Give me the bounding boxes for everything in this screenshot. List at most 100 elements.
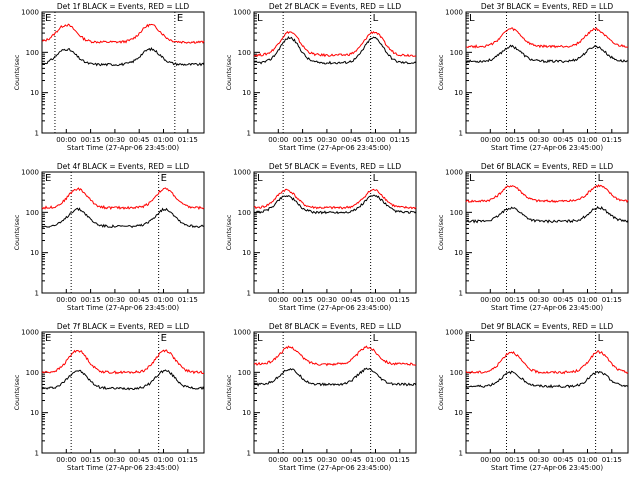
y-tick-label: 1000 <box>233 329 251 337</box>
x-axis-label: Start Time (27-Apr-06 23:45:00) <box>279 144 391 152</box>
x-tick-label: 00:15 <box>81 136 101 144</box>
lld-rate-line <box>466 27 629 49</box>
y-tick-label: 1 <box>247 450 251 458</box>
y-tick-label: 1 <box>459 290 463 298</box>
x-tick-label: 01:15 <box>178 456 198 464</box>
y-tick-label: 100 <box>450 369 463 377</box>
x-tick-label: 01:15 <box>178 136 198 144</box>
events-rate-line <box>465 205 629 224</box>
time-marker-label: L <box>469 333 475 344</box>
lld-rate-line <box>465 184 629 204</box>
y-tick-label: 1 <box>247 290 251 298</box>
panel-det-6: Det 6f BLACK = Events, RED = LLD 1 10 100 10… <box>437 162 629 312</box>
y-axis-label: Counts/sec <box>13 214 21 250</box>
time-marker-label: L <box>373 173 379 184</box>
panel-title: Det 6f BLACK = Events, RED = LLD <box>481 162 614 171</box>
plot-frame <box>253 11 417 134</box>
y-tick-label: 100 <box>238 49 251 57</box>
y-tick-label: 1000 <box>445 9 463 17</box>
x-tick-label: 00:15 <box>293 296 313 304</box>
time-marker-label: L <box>598 333 604 344</box>
x-tick-label: 00:15 <box>81 296 101 304</box>
y-tick-label: 1000 <box>233 9 251 17</box>
y-axis-label: Counts/sec <box>225 54 233 90</box>
events-rate-line <box>41 207 205 229</box>
time-marker-label: L <box>257 13 263 24</box>
events-rate-line <box>41 47 205 67</box>
x-tick-label: 01:15 <box>602 136 622 144</box>
x-tick-label: 00:45 <box>341 136 361 144</box>
x-tick-label: 00:30 <box>105 296 125 304</box>
x-tick-label: 00:00 <box>480 456 500 464</box>
x-tick-label: 00:00 <box>480 296 500 304</box>
panel-title: Det 7f BLACK = Events, RED = LLD <box>57 322 190 331</box>
x-axis-label: Start Time (27-Apr-06 23:45:00) <box>491 464 603 472</box>
x-tick-label: 01:00 <box>153 456 173 464</box>
x-tick-label: 01:00 <box>577 296 597 304</box>
time-marker-label: L <box>469 13 475 24</box>
x-tick-label: 01:00 <box>577 456 597 464</box>
x-axis-label: Start Time (27-Apr-06 23:45:00) <box>491 144 603 152</box>
x-tick-label: 01:15 <box>390 296 410 304</box>
y-tick-label: 1 <box>459 450 463 458</box>
events-rate-line <box>253 367 417 387</box>
y-tick-label: 100 <box>238 209 251 217</box>
y-axis-label: Counts/sec <box>437 214 445 250</box>
lld-rate-line <box>465 350 629 375</box>
lld-rate-line <box>41 23 205 44</box>
y-axis-label: Counts/sec <box>437 374 445 410</box>
panel-title: Det 3f BLACK = Events, RED = LLD <box>481 2 614 11</box>
y-axis-label: Counts/sec <box>13 54 21 90</box>
y-tick-label: 10 <box>242 409 251 417</box>
x-tick-label: 00:45 <box>129 296 149 304</box>
x-axis-label: Start Time (27-Apr-06 23:45:00) <box>279 304 391 312</box>
panel-det-4: Det 4f BLACK = Events, RED = LLD 1 10 100 10… <box>13 162 205 312</box>
panel-title: Det 8f BLACK = Events, RED = LLD <box>269 322 402 331</box>
time-marker-label: L <box>598 173 604 184</box>
time-marker-label: L <box>257 173 263 184</box>
x-tick-label: 00:45 <box>341 296 361 304</box>
y-tick-label: 100 <box>450 209 463 217</box>
y-axis-label: Counts/sec <box>225 374 233 410</box>
x-tick-label: 00:00 <box>480 136 500 144</box>
time-marker-label: E <box>45 173 51 184</box>
x-tick-label: 00:30 <box>529 456 549 464</box>
x-tick-label: 00:30 <box>317 296 337 304</box>
time-marker-label: E <box>177 13 183 24</box>
x-tick-label: 01:15 <box>178 296 198 304</box>
y-tick-label: 100 <box>26 49 39 57</box>
x-tick-label: 00:30 <box>105 456 125 464</box>
x-tick-label: 00:15 <box>505 456 525 464</box>
events-rate-line <box>465 370 629 389</box>
y-tick-label: 1000 <box>21 9 39 17</box>
x-axis-label: Start Time (27-Apr-06 23:45:00) <box>279 464 391 472</box>
time-marker-label: E <box>45 13 51 24</box>
x-tick-label: 01:00 <box>577 136 597 144</box>
y-tick-label: 1 <box>35 130 39 138</box>
panel-title: Det 4f BLACK = Events, RED = LLD <box>57 162 190 171</box>
x-tick-label: 00:15 <box>505 296 525 304</box>
y-axis-label: Counts/sec <box>13 374 21 410</box>
x-axis-label: Start Time (27-Apr-06 23:45:00) <box>67 464 179 472</box>
y-tick-label: 100 <box>26 369 39 377</box>
y-tick-label: 1000 <box>445 329 463 337</box>
y-tick-label: 1 <box>35 290 39 298</box>
lld-rate-line <box>253 345 417 367</box>
plot-frame <box>41 171 205 294</box>
x-tick-label: 01:15 <box>602 456 622 464</box>
y-tick-label: 100 <box>238 369 251 377</box>
x-tick-label: 00:45 <box>553 136 573 144</box>
y-tick-label: 10 <box>454 409 463 417</box>
lld-rate-line <box>253 188 417 210</box>
panel-title: Det 5f BLACK = Events, RED = LLD <box>269 162 402 171</box>
plot-frame <box>253 171 417 294</box>
y-tick-label: 100 <box>26 209 39 217</box>
panel-det-1: Det 1f BLACK = Events, RED = LLD 1 10 100 10… <box>13 2 205 152</box>
x-tick-label: 00:45 <box>129 136 149 144</box>
x-tick-label: 00:00 <box>268 456 288 464</box>
x-tick-label: 00:15 <box>505 136 525 144</box>
y-axis-label: Counts/sec <box>437 54 445 90</box>
x-tick-label: 00:45 <box>341 456 361 464</box>
lld-rate-line <box>41 187 205 211</box>
